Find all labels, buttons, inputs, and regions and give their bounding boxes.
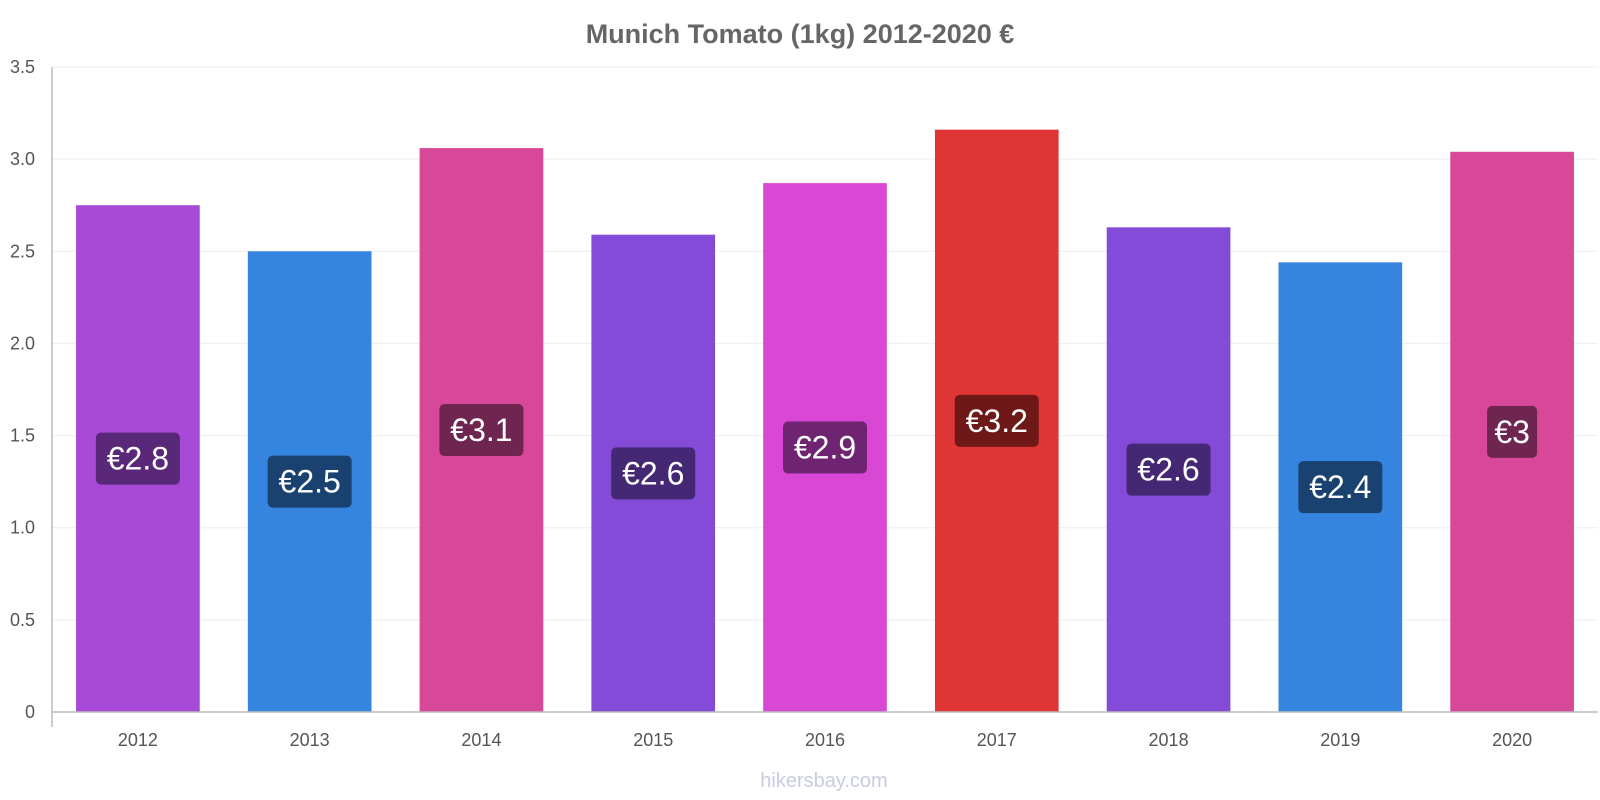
x-tick-label: 2013	[290, 730, 330, 750]
y-tick-label: 2.5	[10, 241, 35, 261]
x-tick-label: 2019	[1320, 730, 1360, 750]
data-label: €3.2	[966, 403, 1028, 439]
y-axis: 0 0.5 1.0 1.5 2.0 2.5 3.0 3.5	[10, 57, 53, 727]
data-label: €2.6	[622, 455, 684, 491]
y-tick-label: 2.0	[10, 333, 35, 353]
data-label-box	[95, 432, 180, 485]
x-tick-label: 2012	[118, 730, 158, 750]
x-tick-label: 2014	[461, 730, 501, 750]
data-label-box	[783, 421, 867, 474]
y-tick-label: 1.0	[10, 518, 35, 538]
data-label: €2.6	[1137, 452, 1199, 488]
data-label: €3.1	[450, 412, 512, 448]
bars	[76, 129, 1574, 713]
data-label: €2.9	[794, 430, 856, 466]
data-labels: €2.8 €2.5 €3.1 €2.6 €2.9 €3.2 €2.6 €2.4 €3	[95, 394, 1538, 514]
x-tick-label: 2016	[805, 730, 845, 750]
data-label: €2.4	[1309, 469, 1371, 505]
x-tick-label: 2017	[977, 730, 1017, 750]
data-label: €2.5	[279, 464, 341, 500]
x-tick-label: 2020	[1492, 730, 1532, 750]
data-label-box	[1126, 443, 1211, 496]
chart-title: Munich Tomato (1kg) 2012-2020 €	[586, 19, 1015, 49]
data-label-box	[611, 447, 696, 500]
y-tick-label: 0.5	[10, 610, 35, 630]
data-label-box	[954, 394, 1039, 447]
data-label-box	[267, 455, 352, 508]
data-label-box	[439, 404, 524, 457]
data-label: €2.8	[107, 441, 169, 477]
data-label-box	[1487, 405, 1538, 458]
y-tick-label: 3.5	[10, 57, 35, 77]
x-axis: 2012 2013 2014 2015 2016 2017 2018 2019 2020	[52, 711, 1598, 750]
watermark: hikersbay.com	[760, 770, 887, 792]
data-label: €3	[1494, 414, 1530, 450]
data-label-box	[1298, 461, 1383, 514]
y-tick-label: 0	[25, 702, 35, 722]
x-tick-label: 2015	[633, 730, 673, 750]
x-tick-label: 2018	[1149, 730, 1189, 750]
y-tick-label: 3.0	[10, 149, 35, 169]
y-tick-label: 1.5	[10, 426, 35, 446]
